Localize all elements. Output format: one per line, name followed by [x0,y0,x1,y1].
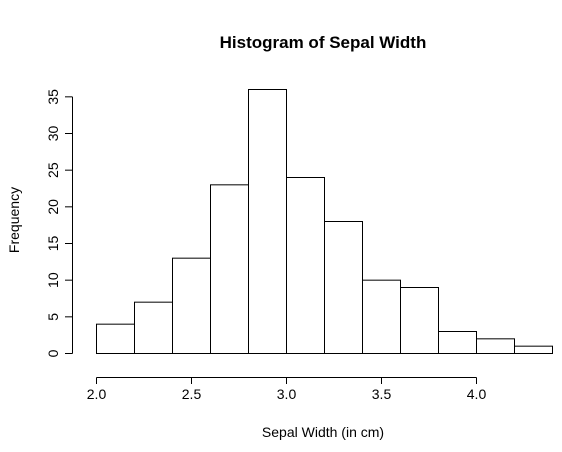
histogram-bar-4 [210,184,249,354]
x-tick-label: 2.0 [87,386,107,402]
x-axis-label: Sepal Width (in cm) [262,424,384,440]
x-axis: 2.0 2.5 3.0 3.5 4.0 [87,377,487,402]
histogram-bar-10 [438,331,477,354]
y-tick-label: 15 [45,236,61,252]
histogram-bar-3 [172,257,211,354]
histogram-bar-12 [514,345,553,354]
x-tick-label: 3.5 [372,386,392,402]
histogram-bars [96,89,553,355]
histogram-bar-8 [362,279,401,354]
x-tick-label: 4.0 [467,386,487,402]
y-tick-label: 0 [45,349,61,357]
histogram-bar-9 [400,287,439,354]
x-tick-label: 2.5 [182,386,202,402]
y-tick-label: 5 [45,313,61,321]
y-tick-label: 35 [45,89,61,105]
y-tick-label: 30 [45,126,61,142]
histogram-bar-1 [96,323,135,354]
y-axis-label: Frequency [6,187,22,253]
y-tick-label: 10 [45,272,61,288]
y-tick-label: 20 [45,199,61,215]
chart-title: Histogram of Sepal Width [220,33,427,52]
histogram-bar-6 [286,177,325,354]
histogram-bar-7 [324,221,363,354]
y-tick-label: 25 [45,162,61,178]
x-tick-label: 3.0 [277,386,297,402]
histogram-bar-2 [134,301,173,354]
y-axis: 0 5 10 15 20 25 30 35 [45,89,73,357]
histogram-bar-11 [476,338,515,355]
histogram-bar-5 [248,89,287,354]
